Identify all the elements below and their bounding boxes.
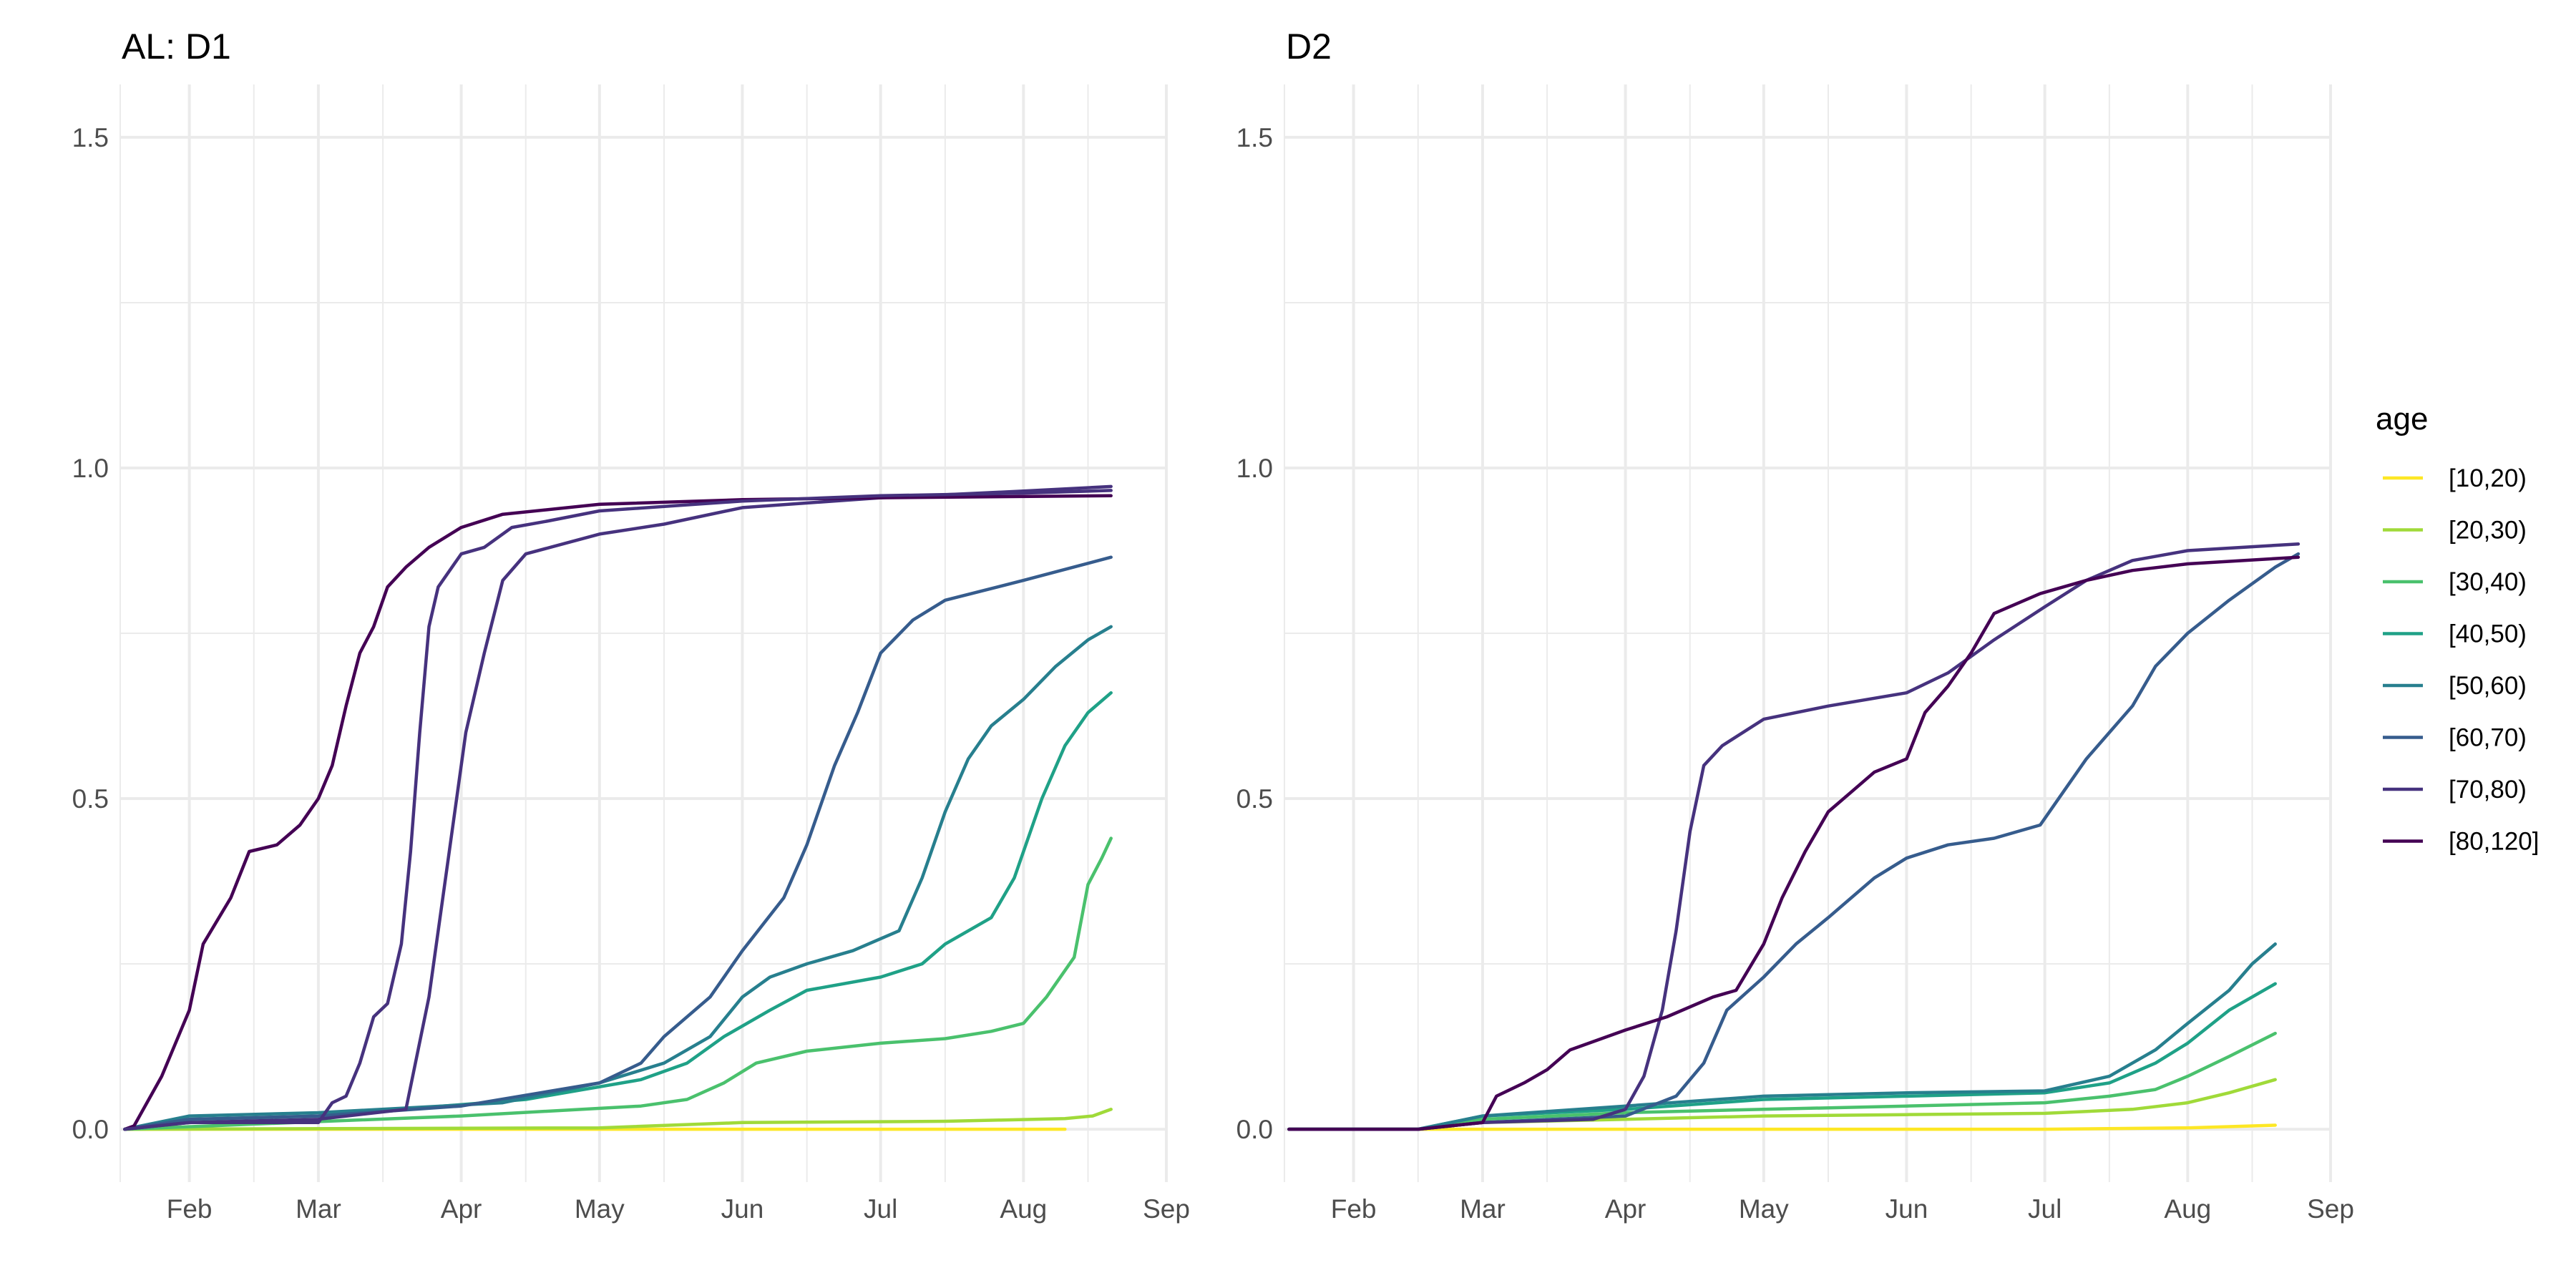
series-line <box>123 836 1113 1131</box>
legend-label: [10,20) <box>2449 464 2527 492</box>
y-tick-label: 1.0 <box>1236 454 1273 483</box>
panel-title-d2: D2 <box>1286 26 1332 67</box>
series-line <box>1287 555 2301 1131</box>
x-tick-label: Sep <box>2307 1194 2354 1224</box>
y-tick-label: 1.5 <box>1236 123 1273 152</box>
x-tick-labels: Feb Mar Apr May Jun Jul Aug Sep <box>1331 1194 2354 1224</box>
panel-d1: AL: D1 0.0 0.5 1.0 1.5 Feb Mar Apr May Jun Jul Au… <box>72 26 1190 1224</box>
x-tick-label: Jun <box>721 1194 764 1224</box>
legend-label: [20,30) <box>2449 517 2527 545</box>
series-line <box>123 555 1113 1131</box>
x-tick-label: Jun <box>1885 1194 1928 1224</box>
y-tick-label: 1.5 <box>72 123 109 152</box>
x-tick-label: Aug <box>2164 1194 2211 1224</box>
series-line <box>1287 552 2301 1131</box>
x-tick-label: Mar <box>296 1194 341 1224</box>
panel-title-d1: AL: D1 <box>122 26 231 67</box>
x-tick-label: Aug <box>1000 1194 1047 1224</box>
series-lines <box>123 484 1113 1131</box>
legend-label: [80,120] <box>2449 828 2540 856</box>
x-tick-label: May <box>1739 1194 1789 1224</box>
series-line <box>123 489 1113 1131</box>
legend: age [10,20)[20,30)[30,40)[40,50)[50,60)[… <box>2376 401 2540 856</box>
x-tick-label: Jul <box>2028 1194 2062 1224</box>
series-line <box>1287 1123 2277 1131</box>
series-line <box>123 625 1113 1131</box>
x-tick-label: Apr <box>441 1194 482 1224</box>
x-tick-label: Mar <box>1460 1194 1506 1224</box>
series-line <box>123 494 1113 1131</box>
y-tick-labels: 0.0 0.5 1.0 1.5 <box>1236 123 1273 1144</box>
y-tick-labels: 0.0 0.5 1.0 1.5 <box>72 123 109 1144</box>
minor-grid <box>119 84 1166 1182</box>
legend-label: [60,70) <box>2449 724 2527 752</box>
series-line <box>1287 542 2301 1131</box>
y-tick-label: 0.5 <box>72 784 109 814</box>
panel-d2: D2 0.0 0.5 1.0 1.5 Feb Mar Apr May Jun Jul Aug Sep <box>1236 26 2354 1224</box>
legend-label: [50,60) <box>2449 672 2527 700</box>
series-line <box>123 1108 1113 1131</box>
y-tick-label: 1.0 <box>72 454 109 483</box>
legend-label: [40,50) <box>2449 620 2527 648</box>
x-tick-label: Feb <box>1331 1194 1377 1224</box>
y-tick-label: 0.5 <box>1236 784 1273 814</box>
series-lines <box>1287 542 2301 1131</box>
x-tick-labels: Feb Mar Apr May Jun Jul Aug Sep <box>167 1194 1190 1224</box>
x-tick-label: Sep <box>1143 1194 1190 1224</box>
x-tick-label: Apr <box>1605 1194 1646 1224</box>
y-tick-label: 0.0 <box>72 1115 109 1144</box>
legend-label: [70,80) <box>2449 776 2527 804</box>
x-tick-label: Jul <box>864 1194 897 1224</box>
x-tick-label: Feb <box>167 1194 213 1224</box>
legend-items: [10,20) [20,30) [30,40) [40,50) [50,60) [60,7… <box>2383 464 2540 856</box>
series-line <box>123 484 1113 1131</box>
series-line <box>1287 942 2277 1131</box>
minor-grid <box>1284 84 2331 1182</box>
legend-title: age <box>2376 401 2428 436</box>
series-line <box>1287 1031 2277 1131</box>
x-tick-label: May <box>575 1194 625 1224</box>
y-tick-label: 0.0 <box>1236 1115 1273 1144</box>
legend-label: [30,40) <box>2449 568 2527 596</box>
